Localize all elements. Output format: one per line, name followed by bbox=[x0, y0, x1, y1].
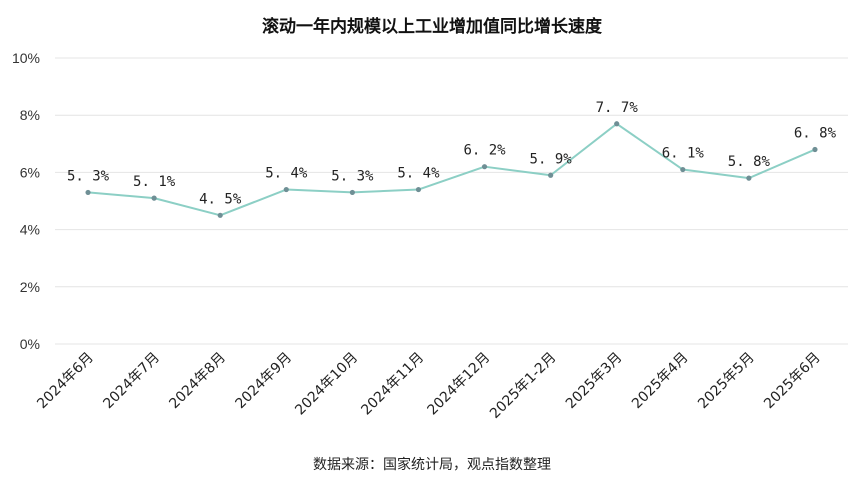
data-label: 6. 1% bbox=[662, 146, 705, 162]
data-point bbox=[217, 212, 223, 218]
x-tick-label: 2024年8月 bbox=[166, 350, 229, 413]
x-tick-label: 2024年6月 bbox=[34, 350, 97, 413]
x-axis: 2024年6月 2024年7月 2024年8月 2024年9月2024年10月2024… bbox=[34, 350, 824, 422]
series-line-0 bbox=[87, 122, 816, 217]
data-label: 5. 4% bbox=[397, 166, 440, 182]
y-tick-label: 10% bbox=[12, 50, 40, 66]
data-label: 5. 8% bbox=[728, 154, 771, 170]
data-label: 5. 3% bbox=[67, 168, 110, 184]
y-tick-label: 0% bbox=[20, 336, 40, 352]
data-label: 7. 7% bbox=[596, 100, 639, 116]
data-point bbox=[85, 189, 91, 196]
y-tick-label: 6% bbox=[20, 164, 40, 180]
data-label: 6. 8% bbox=[794, 126, 837, 142]
data-point bbox=[283, 186, 289, 193]
data-point bbox=[680, 166, 686, 173]
y-tick-label: 2% bbox=[20, 279, 40, 295]
x-tick-label: 2025年1-2月 bbox=[487, 350, 559, 422]
data-point bbox=[349, 189, 355, 196]
x-tick-label: 2025年6月 bbox=[761, 350, 824, 413]
x-tick-label: 2024年7月 bbox=[100, 350, 163, 413]
data-label: 5. 1% bbox=[133, 174, 176, 190]
data-label: 5. 4% bbox=[265, 166, 308, 182]
y-tick-label: 8% bbox=[20, 107, 40, 123]
data-point bbox=[481, 164, 488, 170]
chart-title: 滚动一年内规模以上工业增加值同比增长速度 bbox=[262, 16, 603, 37]
data-label: 5. 9% bbox=[530, 151, 573, 167]
data-label: 5. 3% bbox=[331, 168, 374, 184]
data-label: 4. 5% bbox=[199, 191, 242, 207]
data-point bbox=[548, 172, 554, 178]
series-line bbox=[85, 121, 818, 218]
data-labels: 5. 3% 5. 1% 4. 5% 5. 4% 5. 3% 5. 4% 6. 2% 5. 9%… bbox=[67, 100, 837, 208]
y-tick-label: 4% bbox=[20, 222, 40, 238]
x-tick-label: 2025年4月 bbox=[629, 350, 692, 413]
x-tick-label: 2024年11月 bbox=[358, 350, 427, 419]
data-point bbox=[151, 195, 157, 201]
x-tick-label: 2025年3月 bbox=[563, 350, 626, 413]
source-note: 数据来源：国家统计局，观点指数整理 bbox=[313, 456, 551, 473]
x-tick-label: 2025年5月 bbox=[695, 350, 758, 413]
data-point bbox=[812, 146, 818, 153]
y-axis: 0% 2% 4% 6% 8% 10% bbox=[12, 50, 40, 352]
data-point bbox=[614, 121, 620, 127]
data-point bbox=[415, 186, 422, 193]
x-tick-label: 2024年9月 bbox=[233, 350, 296, 413]
x-tick-label: 2024年12月 bbox=[424, 350, 493, 419]
data-point bbox=[746, 175, 752, 181]
x-tick-label: 2024年10月 bbox=[292, 350, 361, 419]
gridlines bbox=[55, 57, 848, 345]
data-label: 6. 2% bbox=[463, 143, 506, 159]
